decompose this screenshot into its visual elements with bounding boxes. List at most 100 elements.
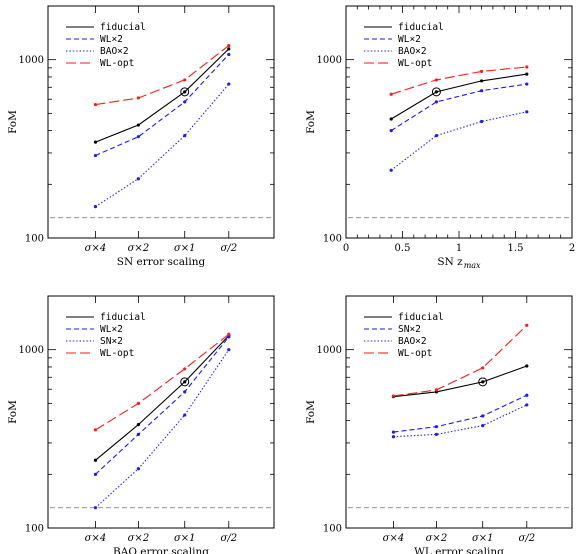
data-point — [434, 90, 438, 94]
fiducial-marker-icon — [180, 87, 190, 97]
data-point — [525, 393, 529, 397]
series-WL×2 — [389, 82, 529, 133]
data-point — [183, 90, 187, 94]
data-point — [93, 428, 98, 432]
chart-panel-4: 100 1000 σ×4 σ×2 σ×1 σ/2 WL error scaling FoM fi… — [305, 295, 573, 554]
series-line — [95, 48, 230, 143]
legend-label: BAO×2 — [398, 46, 427, 57]
x-tick-label: σ×1 — [174, 533, 196, 544]
data-point — [227, 348, 231, 352]
y-tick-label: 100 — [25, 234, 44, 245]
data-point — [183, 100, 187, 104]
data-point — [136, 123, 140, 127]
data-point — [93, 506, 98, 510]
series-WL×2 — [93, 335, 231, 476]
data-point — [183, 380, 187, 384]
legend-label: BAO×2 — [100, 46, 129, 57]
data-point — [391, 435, 396, 439]
data-point — [481, 366, 485, 370]
fiducial-marker-icon — [180, 377, 190, 387]
series-BAO×2 — [93, 82, 231, 209]
data-point — [227, 332, 231, 336]
data-point — [183, 78, 187, 82]
legend-label: WL×2 — [398, 34, 421, 45]
data-point — [480, 119, 484, 124]
x-tick-label: σ×1 — [472, 533, 494, 544]
y-axis-label: FoM — [7, 400, 19, 424]
data-point — [480, 79, 484, 83]
y-tick-label: 1000 — [317, 345, 342, 356]
data-point — [391, 430, 396, 434]
chart-panel-2: 100 1000 0 0.5 1 1.5 2 SN zmax FoM fiducialWL×2BA… — [305, 5, 575, 270]
data-point — [183, 390, 187, 394]
series-fiducial — [391, 364, 529, 399]
chart-panel-3: 100 1000 σ×4 σ×2 σ×1 σ/2 BAO error scaling FoM f… — [7, 295, 275, 554]
x-axis-label: WL error scaling — [414, 546, 504, 554]
plot-frame — [47, 295, 275, 529]
data-point — [93, 153, 98, 158]
series-fiducial — [93, 47, 231, 144]
legend-label: WL-opt — [100, 348, 134, 359]
x-tick-label: σ×2 — [128, 243, 150, 254]
data-point — [480, 69, 484, 73]
data-point — [183, 134, 187, 138]
y-tick-label: 100 — [323, 234, 342, 245]
x-axis-label: SN zmax — [437, 256, 481, 270]
series-WL-opt — [93, 43, 231, 107]
x-tick-label: σ/2 — [221, 533, 238, 544]
data-point — [481, 380, 485, 384]
legend-label: WL-opt — [398, 58, 432, 69]
y-tick-label: 1000 — [19, 55, 44, 66]
data-point — [389, 129, 393, 133]
series-BAO×2 — [389, 110, 529, 172]
series-line — [95, 336, 230, 475]
data-point — [434, 388, 438, 392]
x-tick-label: σ×1 — [174, 243, 196, 254]
x-tick-label: σ×2 — [128, 533, 150, 544]
y-axis-label: FoM — [305, 400, 317, 424]
data-point — [227, 47, 231, 51]
series-line — [390, 73, 527, 120]
data-point — [183, 367, 187, 371]
data-point — [389, 117, 393, 121]
x-tick-label: 2 — [569, 243, 575, 254]
series-line — [95, 45, 230, 106]
series-line — [391, 66, 527, 95]
data-point — [525, 323, 529, 327]
data-point — [227, 335, 231, 339]
series-line — [95, 335, 230, 461]
data-point — [93, 140, 98, 144]
x-tick-label: σ×2 — [426, 533, 448, 544]
x-axis-label-sub: max — [464, 261, 481, 270]
x-axis-label-main: SN z — [437, 256, 463, 268]
y-tick-label: 1000 — [19, 345, 44, 356]
series-line — [390, 83, 527, 132]
data-point — [136, 423, 140, 427]
data-point — [136, 401, 140, 405]
x-tick-label: 0.5 — [395, 243, 411, 254]
data-point — [525, 110, 529, 114]
y-tick-label: 100 — [323, 524, 342, 535]
data-point — [391, 394, 396, 398]
series-WL-opt — [93, 332, 231, 432]
chart-panel-1: 100 1000 σ×4 σ×2 σ×1 σ/2 SN error scaling FoM fi… — [7, 5, 275, 268]
x-tick-label: 1.5 — [508, 243, 524, 254]
series-line — [393, 404, 528, 438]
series-WL×2 — [93, 52, 231, 158]
legend-label: WL×2 — [100, 324, 123, 335]
series-line — [95, 349, 230, 509]
data-point — [389, 168, 393, 172]
data-point — [525, 72, 529, 76]
data-point — [525, 82, 529, 86]
series-line — [95, 333, 230, 431]
x-tick-label: 0 — [343, 243, 349, 254]
legend-label: WL×2 — [100, 34, 123, 45]
data-point — [434, 78, 438, 82]
data-point — [136, 467, 140, 471]
x-axis-label: SN error scaling — [117, 256, 206, 268]
series-BAO×2 — [391, 403, 529, 439]
